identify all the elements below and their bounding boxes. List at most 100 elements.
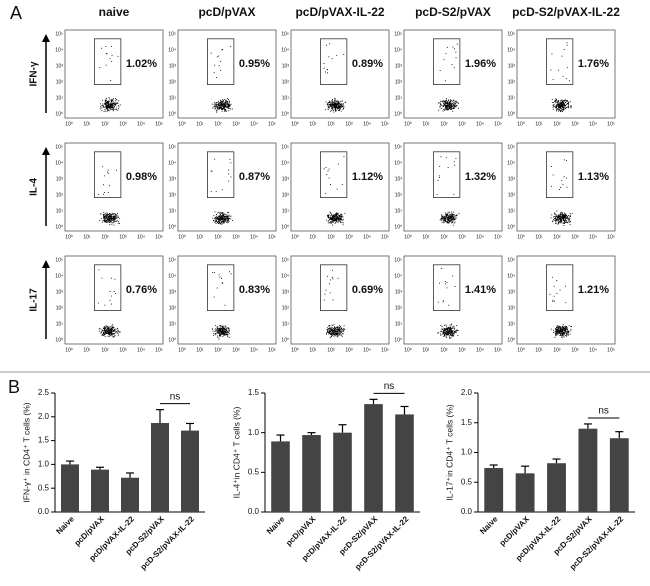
event-dot <box>456 214 458 216</box>
event-dot <box>456 43 458 45</box>
event-dot <box>329 101 331 103</box>
event-dot <box>443 100 445 102</box>
event-dot <box>111 303 112 305</box>
event-dot <box>440 325 442 326</box>
event-dot <box>564 222 565 224</box>
dot-cloud <box>549 276 572 339</box>
event-dot <box>331 103 333 105</box>
event-dot <box>227 107 229 109</box>
event-dot <box>219 276 221 278</box>
event-dot <box>342 219 344 221</box>
event-dot <box>337 163 339 165</box>
event-dot <box>113 219 114 221</box>
x-tick-label: 10⁵ <box>381 234 389 240</box>
event-dot <box>566 101 568 102</box>
y-tick-label: 10² <box>395 192 403 198</box>
event-dot <box>343 329 345 331</box>
gate <box>546 151 574 198</box>
event-dot <box>231 108 233 110</box>
event-dot <box>108 218 110 219</box>
event-dot <box>448 330 449 332</box>
event-dot <box>223 222 225 224</box>
gate-percentage: 1.96% <box>465 58 496 70</box>
event-dot <box>228 169 230 171</box>
gate-percentage: 1.21% <box>578 284 609 296</box>
event-dot <box>343 108 344 109</box>
event-dot <box>225 331 227 333</box>
event-dot <box>554 101 556 103</box>
event-dot <box>107 169 109 171</box>
event-dot <box>564 212 565 214</box>
event-dot <box>563 220 565 221</box>
event-dot <box>339 221 341 223</box>
event-dot <box>448 104 450 106</box>
event-dot <box>119 218 121 220</box>
event-dot <box>339 106 341 107</box>
event-dot <box>330 279 332 281</box>
event-dot <box>448 326 450 328</box>
event-dot <box>445 214 447 215</box>
event-dot <box>331 335 333 336</box>
event-dot <box>217 219 219 220</box>
event-dot <box>556 327 557 328</box>
event-dot <box>223 218 225 220</box>
event-dot <box>555 98 557 100</box>
event-dot <box>215 220 217 222</box>
y-tick-label: 0.5 <box>248 467 260 476</box>
event-dot <box>116 107 117 109</box>
event-dot <box>570 105 572 107</box>
event-dot <box>103 327 105 329</box>
event-dot <box>562 222 564 224</box>
event-dot <box>451 327 453 329</box>
event-dot <box>444 332 446 334</box>
event-dot <box>225 104 226 106</box>
event-dot <box>337 219 339 221</box>
event-dot <box>338 329 340 330</box>
event-dot <box>558 69 559 71</box>
event-dot <box>219 332 221 334</box>
event-dot <box>567 103 569 105</box>
event-dot <box>565 325 567 327</box>
event-dot <box>228 328 230 330</box>
event-dot <box>108 217 110 219</box>
event-dot <box>223 329 225 331</box>
x-tick-label: Naive <box>265 514 287 536</box>
event-dot <box>107 331 109 333</box>
event-dot <box>221 103 223 105</box>
event-dot <box>447 332 449 334</box>
y-tick-label: 10² <box>56 79 64 85</box>
event-dot <box>114 106 115 107</box>
event-dot <box>453 107 455 108</box>
event-dot <box>566 330 568 332</box>
event-dot <box>450 102 452 104</box>
event-dot <box>219 102 221 104</box>
event-dot <box>563 328 565 330</box>
event-dot <box>114 213 116 215</box>
event-dot <box>114 105 116 106</box>
event-dot <box>334 333 336 335</box>
x-tick-label: 10⁵ <box>381 347 389 353</box>
x-tick-label: 10³ <box>571 234 579 240</box>
event-dot <box>560 220 562 222</box>
event-dot <box>223 332 224 333</box>
event-dot <box>562 329 564 331</box>
event-dot <box>220 216 222 218</box>
event-dot <box>448 332 450 334</box>
event-dot <box>110 104 112 105</box>
event-dot <box>109 328 111 330</box>
event-dot <box>107 335 109 337</box>
event-dot <box>453 335 455 337</box>
event-dot <box>337 336 339 338</box>
event-dot <box>228 99 229 100</box>
event-dot <box>106 332 107 334</box>
event-dot <box>336 212 338 214</box>
event-dot <box>224 333 226 335</box>
bar <box>302 435 321 512</box>
event-dot <box>102 214 104 215</box>
event-dot <box>217 221 218 223</box>
event-dot <box>449 105 451 107</box>
event-dot <box>221 100 223 102</box>
event-dot <box>562 330 564 332</box>
gate-percentage: 0.87% <box>239 171 270 183</box>
event-dot <box>112 107 113 109</box>
